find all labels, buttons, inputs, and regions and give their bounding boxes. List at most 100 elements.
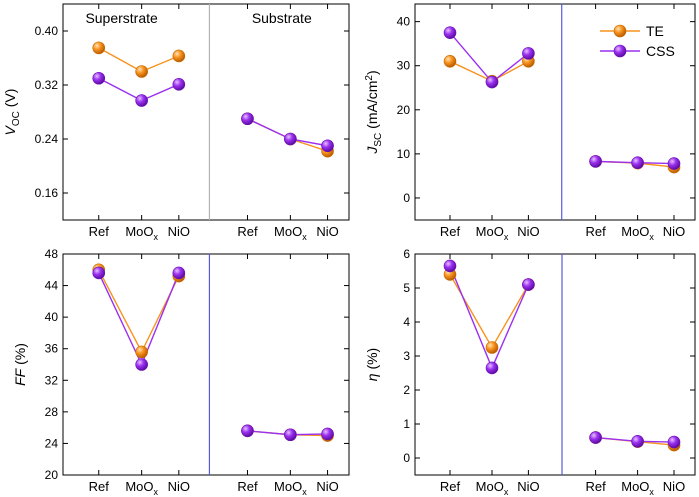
y-tick-label: 20 (397, 103, 411, 117)
point-te-superstrate-0 (92, 41, 106, 55)
y-tick-label: 36 (45, 342, 59, 356)
point-css-superstrate-0 (92, 266, 106, 280)
x-tick-label-main: MoO (621, 479, 649, 494)
y-axis-label-unit: (%) (12, 343, 28, 369)
point-css-substrate-1 (631, 435, 644, 448)
legend-marker-css (613, 44, 627, 58)
x-tick-label: NiO (316, 479, 338, 494)
y-axis-label-sub: OC (11, 111, 22, 126)
series-line-te-superstrate (98, 269, 180, 354)
point-css-substrate-2 (321, 427, 334, 441)
point-te-superstrate-0 (443, 55, 457, 68)
x-tick-label: Ref (237, 479, 258, 494)
y-tick-label: 30 (397, 59, 411, 73)
y-axis-label-unit: (mA/cm (364, 81, 380, 133)
point-css-substrate-1 (284, 428, 297, 442)
y-axis-label: FF (%) (12, 343, 28, 386)
point-te-superstrate-2 (172, 49, 186, 63)
point-css-substrate-0 (241, 424, 254, 438)
y-axis-label-sub: SC (373, 133, 384, 147)
legend: TE CSS (600, 23, 675, 59)
y-tick-label: 0 (403, 451, 410, 465)
plot-frame (414, 253, 696, 476)
x-tick-label: Ref (89, 479, 110, 494)
y-axis-label-main: J (364, 146, 380, 155)
x-tick-label-main: MoO (476, 479, 504, 494)
point-te-superstrate-1 (135, 345, 148, 359)
point-css-substrate-2 (667, 435, 681, 449)
point-css-superstrate-1 (135, 94, 148, 107)
x-tick-label: NiO (168, 224, 190, 239)
y-axis-label: η (%) (364, 348, 380, 381)
y-tick-label: 0.32 (35, 78, 59, 92)
point-css-substrate-2 (667, 157, 681, 170)
y-axis-label: VOC (V) (2, 89, 22, 136)
point-css-substrate-0 (241, 112, 254, 126)
point-css-superstrate-0 (92, 71, 106, 85)
x-tick-label-sub: x (649, 232, 654, 242)
x-tick-label-main: MoO (125, 479, 153, 494)
y-tick-label: 40 (397, 15, 411, 29)
x-tick-label-sub: x (302, 232, 307, 242)
plot-frame (62, 3, 350, 221)
x-tick-label-sub: x (504, 232, 509, 242)
x-tick-label-main: MoO (476, 224, 504, 239)
x-tick-label: MoOx (621, 224, 654, 242)
point-te-superstrate-1 (135, 65, 148, 78)
y-tick-label: 0.40 (35, 24, 59, 38)
point-css-superstrate-2 (172, 78, 186, 91)
point-te-superstrate-1 (485, 341, 499, 354)
x-tick-label: Ref (440, 479, 461, 494)
x-tick-label: Ref (440, 224, 461, 239)
y-axis-label: JSC (mA/cm2) (364, 70, 384, 154)
y-tick-label: 44 (45, 279, 59, 293)
y-tick-label: 20 (45, 468, 59, 482)
x-tick-label: NiO (168, 479, 190, 494)
point-css-superstrate-1 (485, 75, 499, 89)
y-tick-label: 32 (45, 373, 59, 387)
y-axis-label-unit: (V) (2, 89, 18, 112)
point-css-substrate-1 (631, 156, 644, 169)
x-tick-label-sub: x (153, 487, 158, 497)
x-tick-label-sub: x (649, 487, 654, 497)
y-tick-label: 0 (403, 191, 410, 205)
x-tick-label: MoOx (274, 479, 307, 497)
x-tick-label: NiO (663, 479, 685, 494)
point-css-substrate-2 (321, 139, 334, 153)
x-tick-label: Ref (237, 224, 258, 239)
x-tick-label: MoOx (125, 479, 158, 497)
x-tick-label: MoOx (274, 224, 307, 242)
x-tick-label-main: MoO (621, 224, 649, 239)
series-line-css-superstrate (449, 32, 529, 83)
y-tick-label: 0.24 (35, 132, 59, 146)
y-tick-label: 1 (403, 417, 410, 431)
x-tick-label: NiO (663, 224, 685, 239)
x-tick-label-main: MoO (125, 224, 153, 239)
y-tick-label: 3 (403, 349, 410, 363)
legend-marker-te (613, 24, 627, 38)
x-tick-label: NiO (316, 224, 338, 239)
x-tick-label: Ref (585, 224, 606, 239)
y-axis-label-unit: (%) (364, 348, 380, 374)
x-tick-label: Ref (585, 479, 606, 494)
y-tick-label: 0.16 (35, 186, 59, 200)
y-tick-label: 5 (403, 281, 410, 295)
y-tick-label: 40 (45, 310, 59, 324)
x-tick-label-main: MoO (274, 479, 302, 494)
point-css-superstrate-2 (522, 47, 535, 60)
y-tick-label: 2 (403, 383, 410, 397)
point-css-substrate-0 (589, 155, 602, 168)
y-axis-label-close: ) (364, 70, 380, 75)
x-tick-label: NiO (517, 224, 539, 239)
legend-label-css: CSS (646, 43, 675, 59)
x-tick-label-sub: x (504, 487, 509, 497)
point-css-superstrate-1 (135, 358, 148, 371)
point-css-substrate-1 (284, 132, 297, 146)
y-tick-label: 4 (403, 315, 410, 329)
x-tick-label-sub: x (153, 232, 158, 242)
plot-frame (62, 253, 350, 476)
